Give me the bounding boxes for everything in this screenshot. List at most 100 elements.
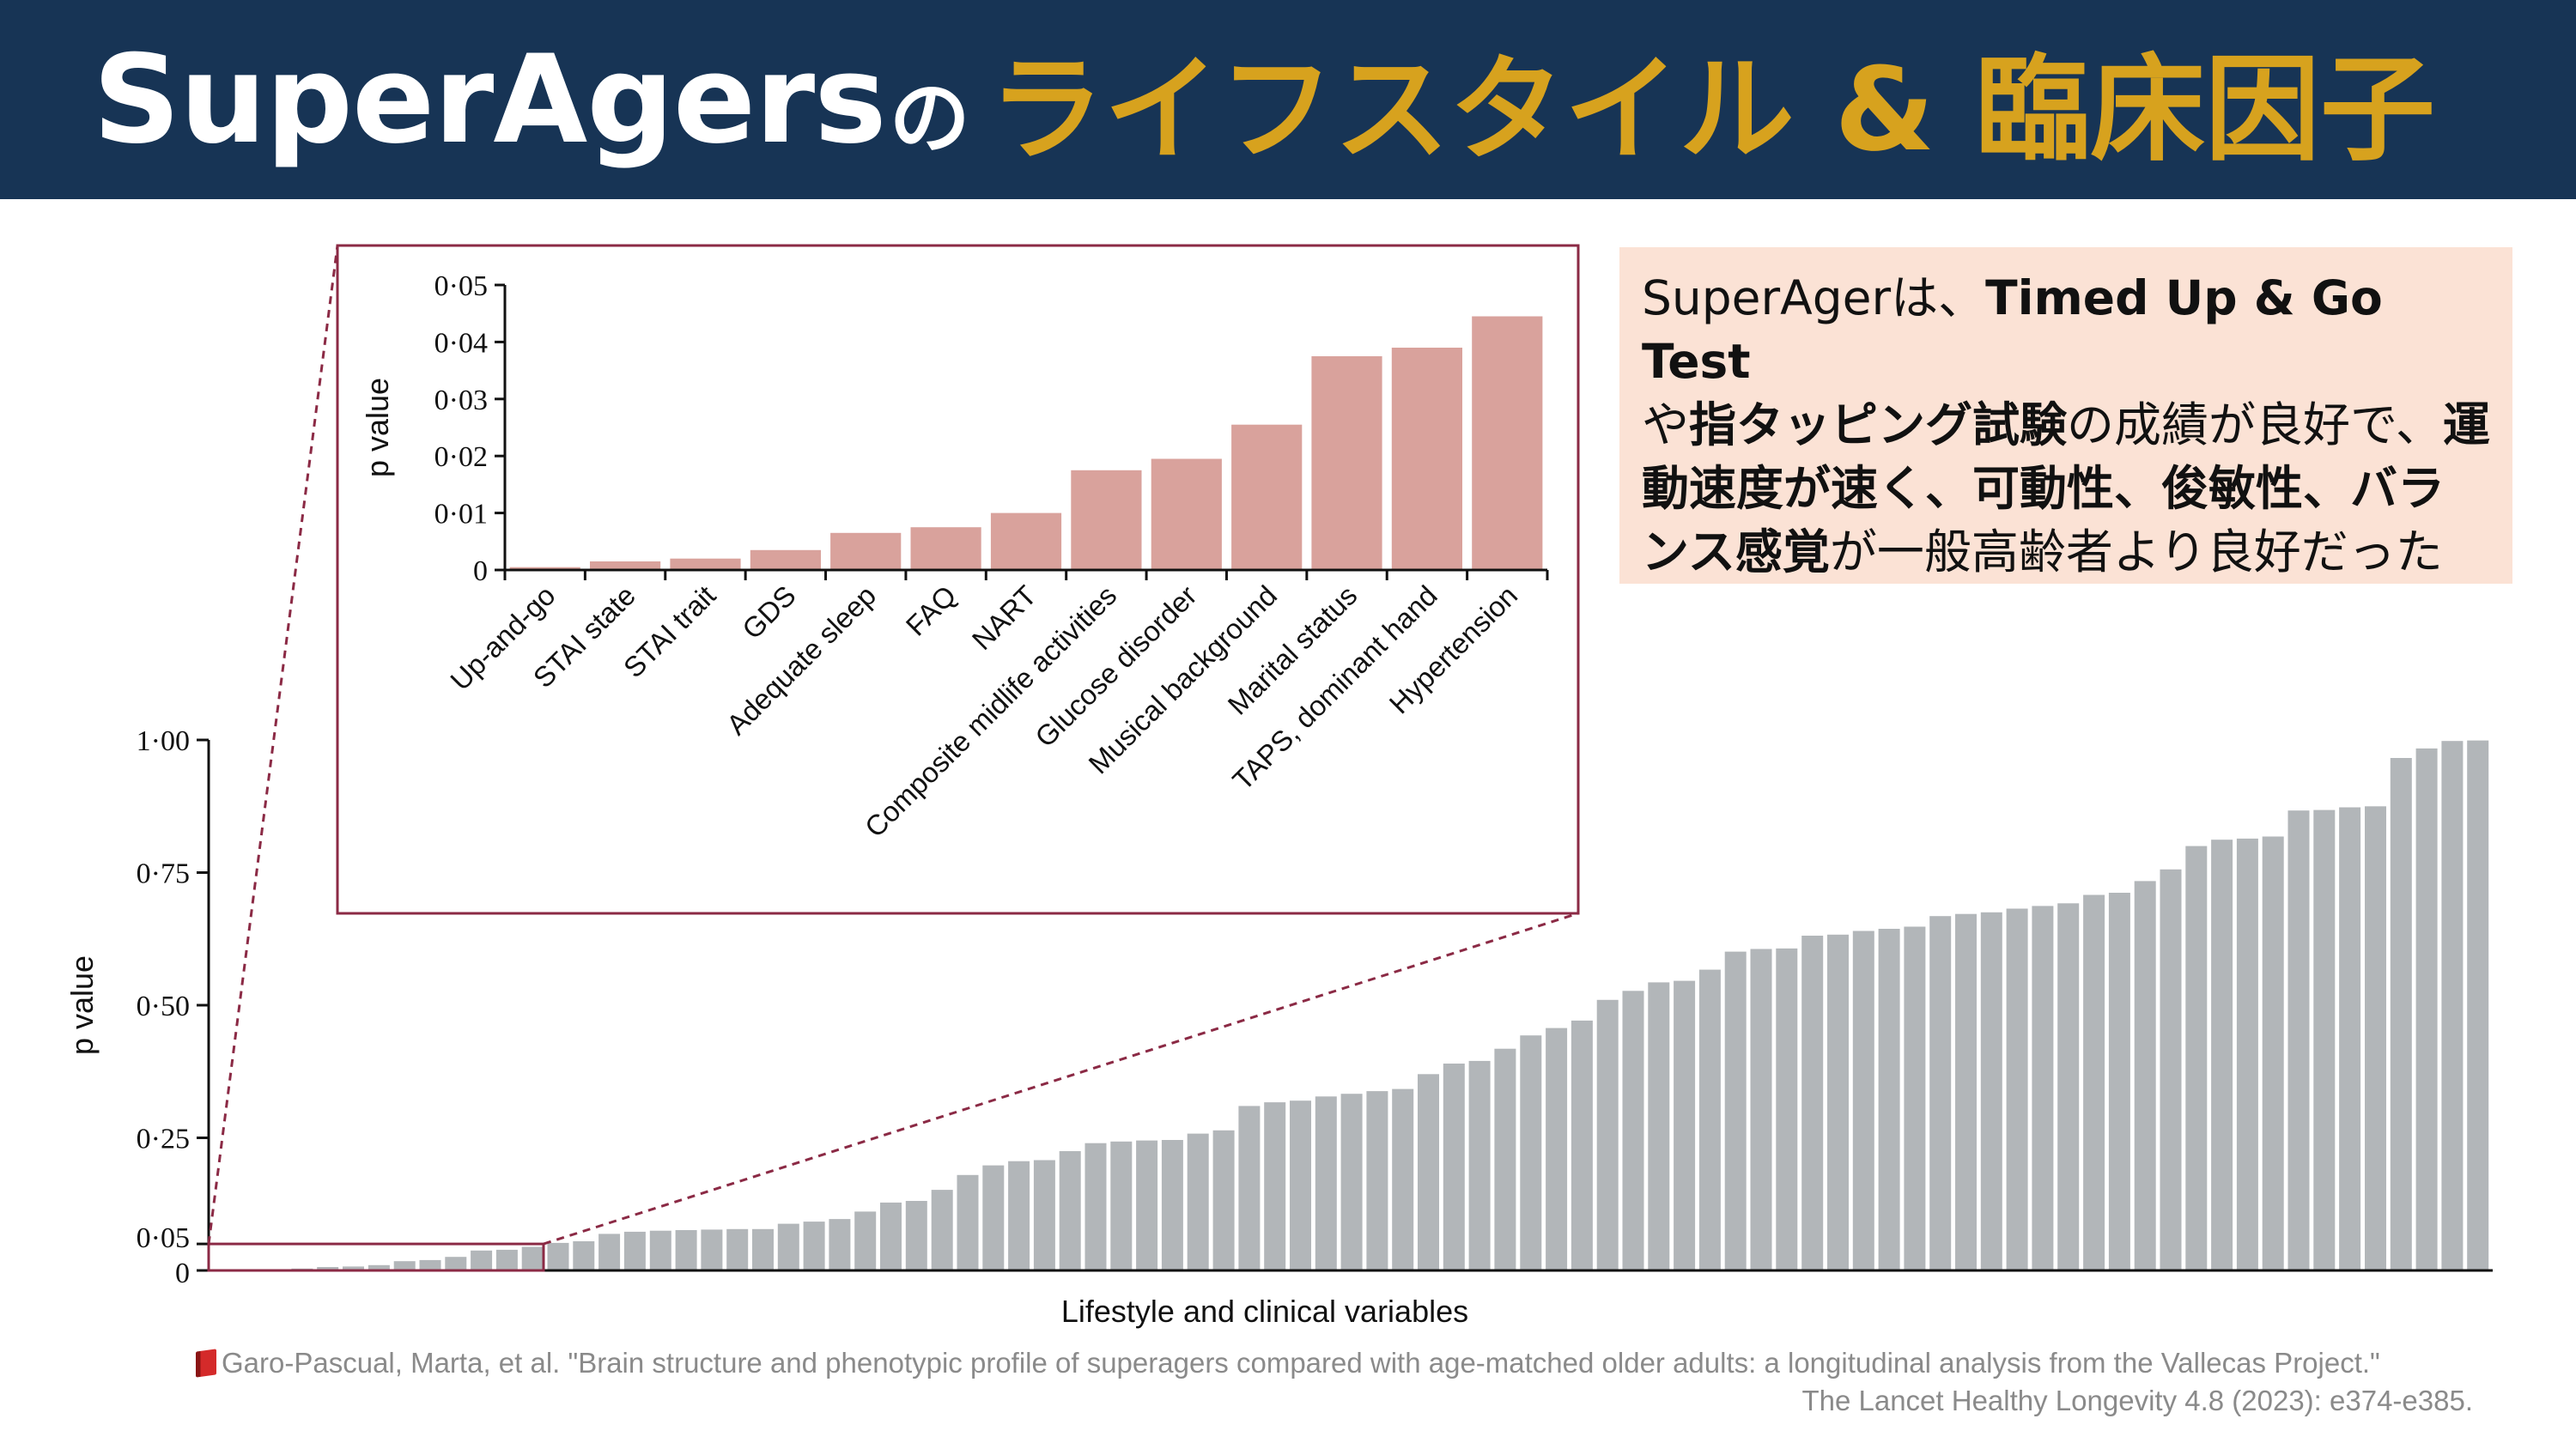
main-bar — [1136, 1140, 1158, 1270]
main-bar — [343, 1266, 364, 1270]
main-bar — [2083, 894, 2105, 1270]
main-bar — [1750, 949, 1772, 1270]
main-bar — [1443, 1064, 1465, 1270]
main-bar — [1059, 1151, 1081, 1270]
note-bold-1: Timed Up & Go Test — [1642, 270, 2383, 389]
main-bar — [982, 1165, 1005, 1270]
main-bar — [2006, 908, 2028, 1270]
main-bar — [2236, 838, 2258, 1270]
main-bar — [2415, 748, 2438, 1270]
main-bar — [829, 1219, 851, 1270]
main-bar — [2134, 881, 2156, 1270]
inset-bars — [509, 316, 1543, 570]
main-bar — [880, 1202, 902, 1270]
title-english: SuperAgers — [93, 28, 887, 171]
inset-bar — [1472, 316, 1543, 570]
note-text-3: の成績が良好で、 — [2067, 397, 2443, 452]
main-bar — [726, 1228, 749, 1270]
main-bar — [445, 1257, 467, 1270]
main-bar — [752, 1228, 774, 1270]
main-bar — [1290, 1100, 1311, 1270]
main-bar — [495, 1249, 518, 1270]
main-bar — [393, 1261, 416, 1270]
main-bar — [1468, 1060, 1491, 1270]
main-bars — [215, 740, 2489, 1271]
main-bar — [1084, 1143, 1107, 1270]
p-value-chart: 0 0·05 0·25 0·50 0·75 1·00 p value Lifestyle an… — [64, 244, 2493, 1329]
main-bar — [1904, 926, 1926, 1270]
main-y-tick-label: 0·75 — [137, 858, 190, 890]
main-bar — [2287, 810, 2310, 1270]
inset-frame — [336, 244, 1580, 915]
zoom-connector-right — [543, 912, 1579, 1246]
main-bar — [1418, 1074, 1439, 1270]
main-bar — [368, 1264, 390, 1270]
citation: Garo-Pascual, Marta, et al. "Brain struc… — [196, 1344, 2473, 1420]
main-bar — [1698, 969, 1721, 1270]
main-axes: 0 0·05 0·25 0·50 0·75 1·00 p value Lifestyle an… — [64, 725, 2493, 1329]
main-bar — [1724, 951, 1747, 1270]
main-bar — [1392, 1088, 1414, 1270]
main-bar — [1520, 1035, 1542, 1270]
main-bar — [2160, 869, 2182, 1270]
significance-highlight-box — [207, 1242, 545, 1272]
main-bar — [2441, 741, 2464, 1270]
inset-bar — [1231, 424, 1303, 570]
main-bar — [1852, 931, 1874, 1270]
inset-bar — [910, 527, 981, 570]
main-bar — [471, 1250, 493, 1270]
main-bar — [1238, 1106, 1261, 1270]
main-y-tick-label: 0·50 — [137, 991, 190, 1022]
inset-bar — [750, 549, 821, 570]
main-bar — [1494, 1048, 1516, 1270]
inset-bar — [509, 567, 580, 570]
main-bar — [957, 1174, 979, 1270]
main-bar — [1622, 991, 1644, 1270]
inset-bar — [830, 532, 902, 570]
title-japanese: ライフスタイル & 臨床因子 — [988, 43, 2435, 177]
main-bar — [623, 1231, 646, 1270]
main-bar — [931, 1190, 953, 1270]
main-bar — [1008, 1161, 1030, 1270]
main-x-axis-label: Lifestyle and clinical variables — [1061, 1294, 1468, 1329]
zoom-connectors — [207, 245, 1579, 1246]
main-y-tick-label: 0·05 — [137, 1222, 190, 1254]
inset-bar — [1151, 458, 1222, 570]
main-bar — [1315, 1096, 1337, 1270]
main-bar — [1827, 934, 1849, 1270]
main-bar — [1571, 1020, 1593, 1270]
main-bar — [419, 1259, 441, 1270]
main-bar — [1212, 1130, 1235, 1270]
main-bar — [2185, 846, 2208, 1270]
main-bar — [1340, 1094, 1363, 1270]
inset-bar — [1391, 348, 1462, 570]
zoom-connector-left — [207, 245, 339, 1245]
inset-bar — [990, 512, 1062, 570]
main-bar — [2467, 740, 2489, 1270]
main-bar — [675, 1230, 697, 1270]
main-bar — [317, 1267, 339, 1270]
main-y-axis-label: p value — [64, 955, 100, 1055]
main-bar — [521, 1246, 544, 1270]
book-icon — [196, 1349, 216, 1378]
main-y-tick-label: 0·25 — [137, 1124, 190, 1155]
main-bar — [1776, 948, 1798, 1270]
main-bar — [1596, 999, 1619, 1270]
main-bar — [598, 1234, 621, 1270]
main-bar — [2057, 903, 2080, 1270]
main-bar — [701, 1229, 723, 1270]
inset-y-tick-label: 0·05 — [434, 270, 488, 302]
inset-y-tick-label: 0·01 — [434, 499, 488, 530]
main-bar — [1648, 982, 1670, 1270]
inset-bar — [590, 561, 661, 570]
main-bar — [2339, 807, 2361, 1270]
inset-y-axis-label: p value — [360, 378, 395, 477]
main-bar — [1980, 912, 2002, 1270]
main-y-tick-label: 1·00 — [137, 725, 190, 757]
inset-bar — [1071, 470, 1142, 570]
main-bar — [1110, 1141, 1133, 1270]
inset-y-tick-label: 0·02 — [434, 441, 488, 473]
note-bold-3: 運動速度が速く、可動性、俊敏性、バランス感覚 — [1642, 397, 2490, 579]
inset-y-tick-label: 0·03 — [434, 385, 488, 416]
main-bar — [2211, 840, 2233, 1270]
